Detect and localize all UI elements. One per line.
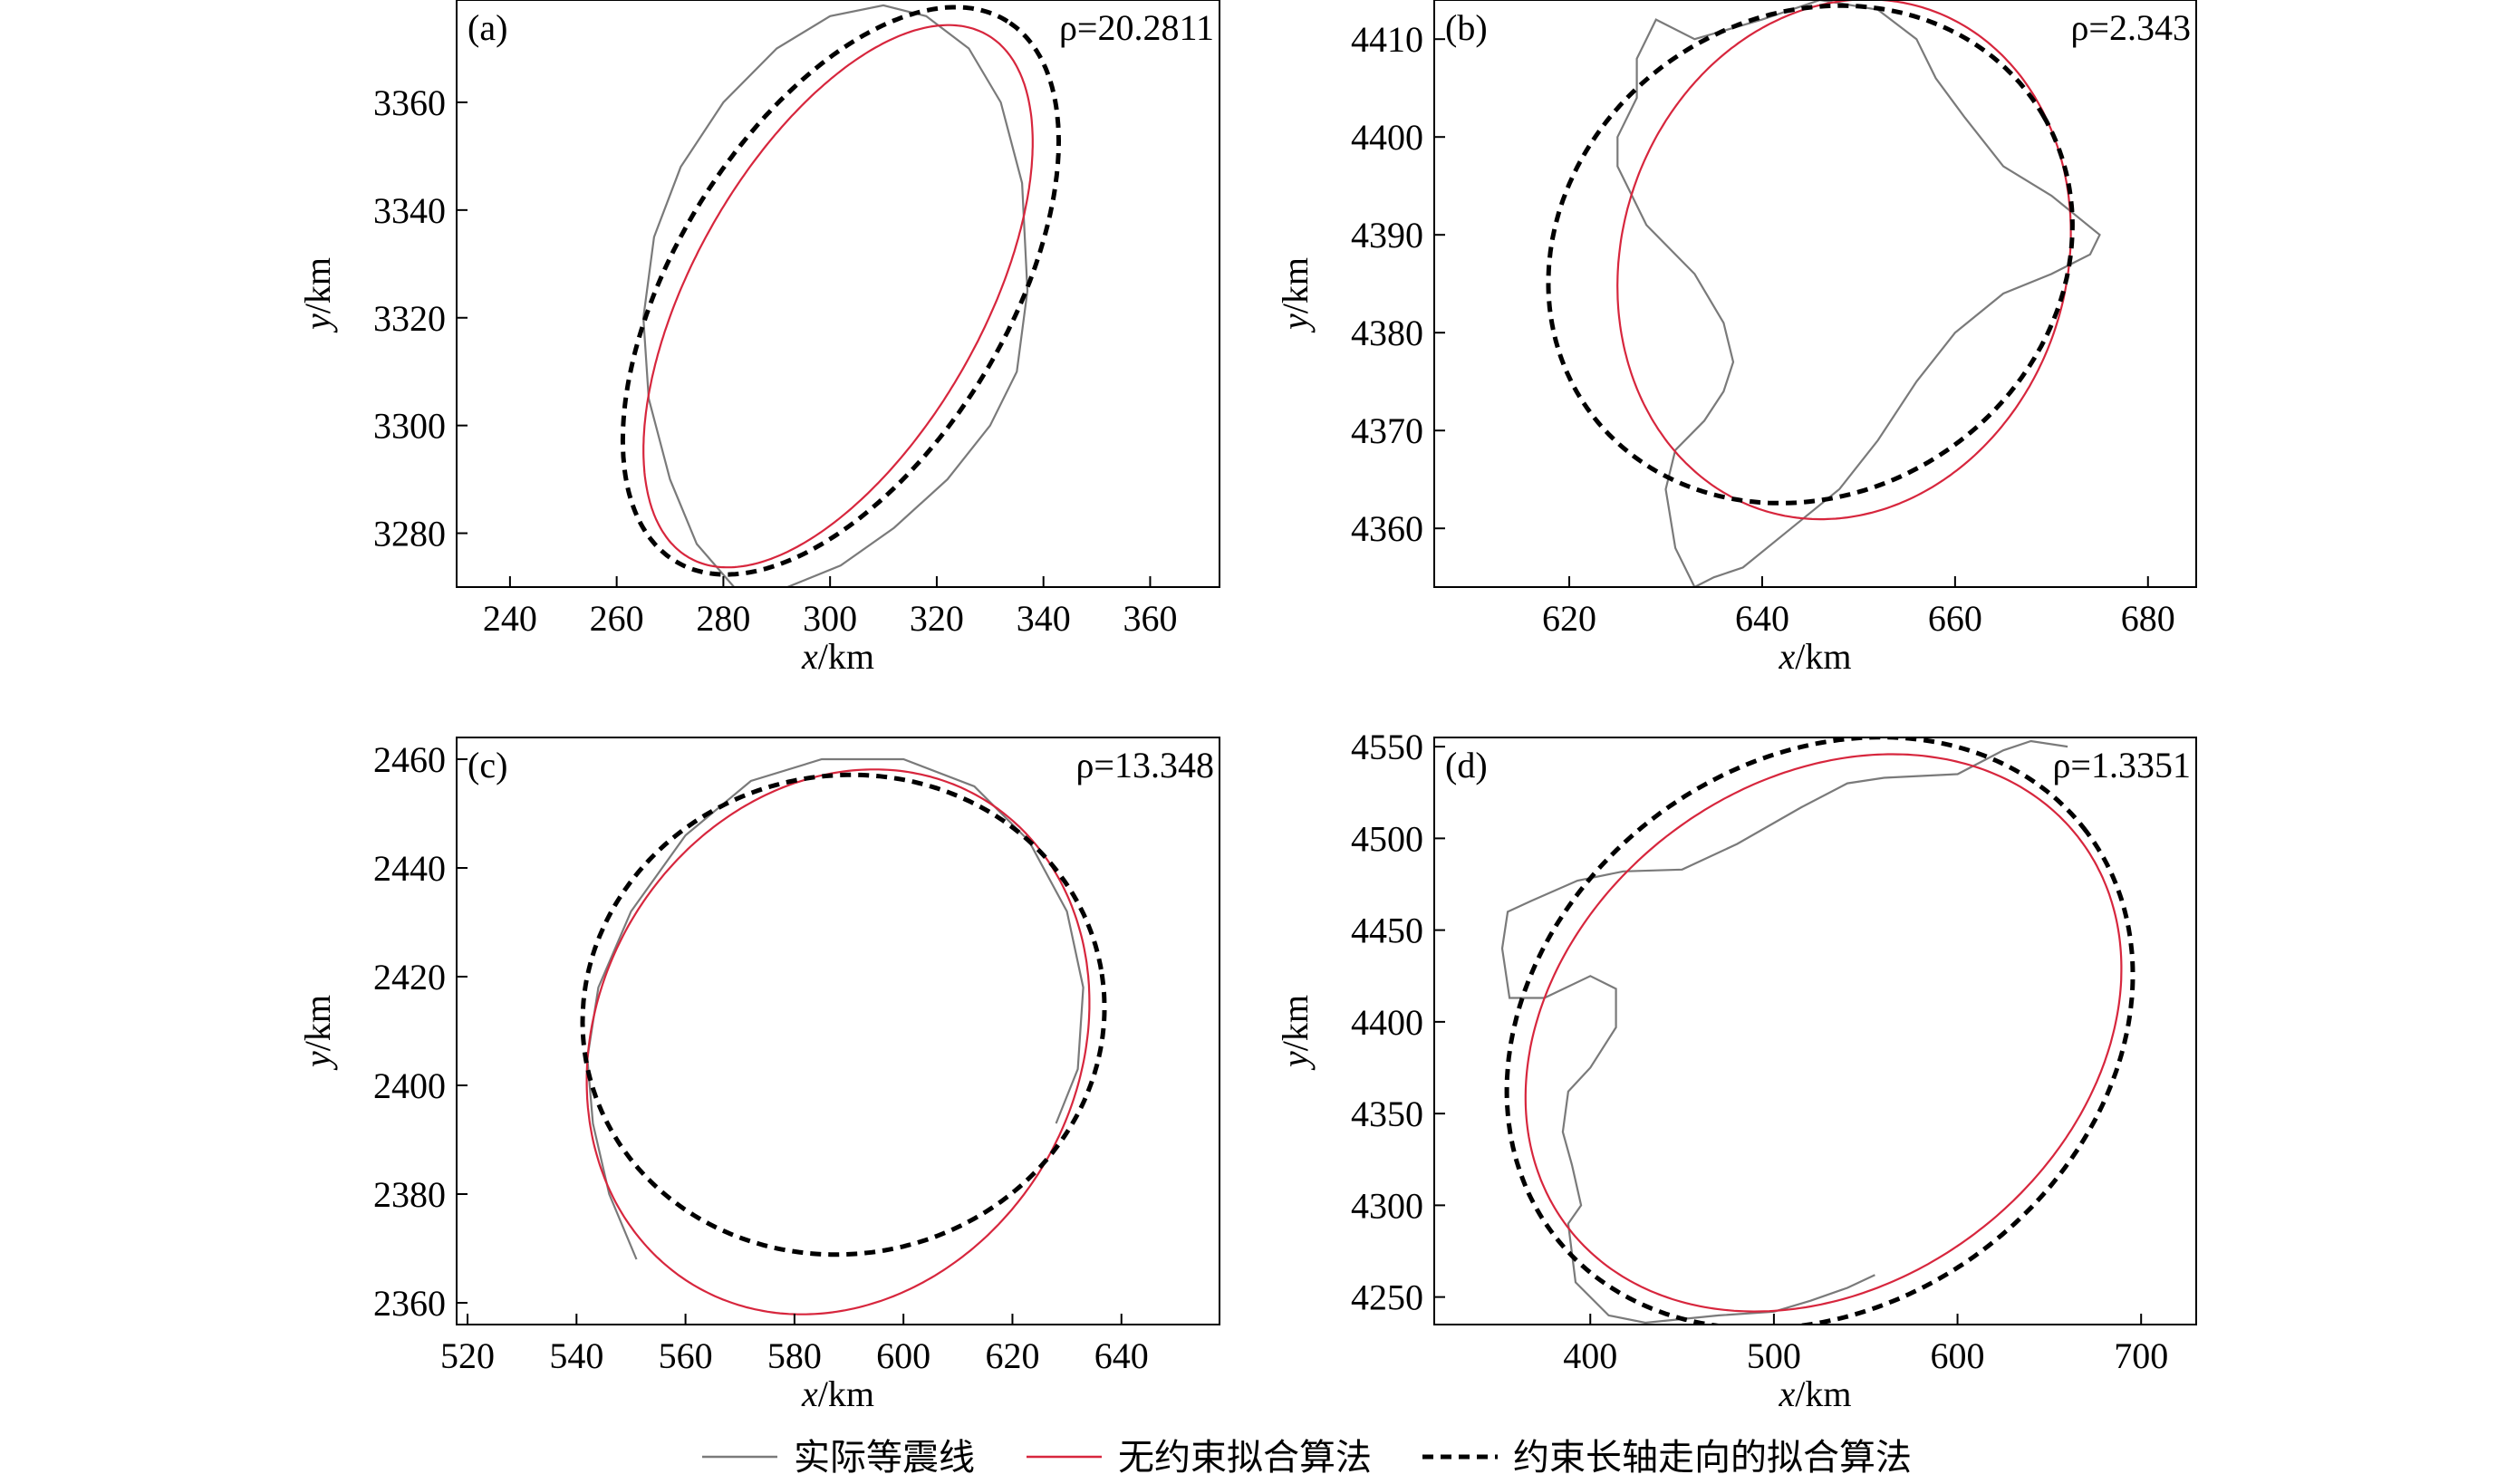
- y-tick-label: 4300: [1351, 1185, 1423, 1226]
- series-actual: [641, 4, 1029, 587]
- plot-frame: [1433, 0, 2197, 588]
- y-tick-label: 4400: [1351, 1002, 1423, 1043]
- x-tick-label: 260: [590, 598, 644, 639]
- y-tick-label: 4380: [1351, 313, 1423, 353]
- x-tick-label: 680: [2121, 598, 2175, 639]
- x-tick-label: 340: [1017, 598, 1071, 639]
- x-tick-label: 620: [985, 1335, 1039, 1376]
- x-tick-label: 700: [2114, 1335, 2168, 1376]
- legend-actual-label: 实际等震线: [794, 1437, 975, 1479]
- panel-label: (c): [468, 745, 507, 785]
- y-tick-label: 2400: [373, 1065, 446, 1106]
- plot-area: [620, 4, 1062, 587]
- y-tick-label: 4550: [1351, 727, 1423, 767]
- x-tick-label: 640: [1094, 1335, 1149, 1376]
- x-tick-label: 520: [440, 1335, 495, 1376]
- y-tick-label: 2460: [373, 739, 446, 780]
- x-tick-label: 640: [1735, 598, 1789, 639]
- plot-frame: [1433, 737, 2197, 1325]
- plot-area: [1546, 0, 2101, 587]
- y-tick-label: 4370: [1351, 410, 1423, 451]
- y-tick-label: 4400: [1351, 117, 1423, 158]
- legend: 实际等震线 无约束拟合算法 约束长轴走向的拟合算法: [702, 1437, 1912, 1479]
- y-tick-label: 4450: [1351, 911, 1423, 951]
- panel-label: (d): [1445, 745, 1488, 785]
- y-tick-label: 4500: [1351, 818, 1423, 859]
- y-tick-label: 3320: [373, 298, 446, 339]
- x-tick-label: 540: [549, 1335, 603, 1376]
- y-tick-label: 4250: [1351, 1277, 1423, 1318]
- series-actual: [1500, 739, 2068, 1325]
- panel-label: (a): [468, 7, 507, 48]
- legend-unconstrained-label: 无约束拟合算法: [1118, 1437, 1372, 1479]
- y-tick-label: 4350: [1351, 1094, 1423, 1134]
- x-axis-label: x/km: [1779, 1373, 1852, 1414]
- y-axis-label: y/km: [1275, 995, 1316, 1071]
- series-unconstrained: [642, 24, 1034, 569]
- y-tick-label: 3360: [373, 82, 446, 123]
- x-axis-label: x/km: [801, 636, 874, 677]
- x-tick-label: 580: [767, 1335, 822, 1376]
- series-actual: [1616, 0, 2101, 587]
- series-constrained: [1546, 3, 2075, 506]
- x-tick-label: 660: [1928, 598, 1982, 639]
- x-axis-label: x/km: [1779, 636, 1852, 677]
- plot-frame: [456, 737, 1220, 1325]
- y-tick-label: 4360: [1351, 508, 1423, 549]
- panel-label: (b): [1445, 7, 1488, 48]
- y-axis-label: y/km: [1275, 257, 1316, 333]
- y-tick-label: 3340: [373, 190, 446, 231]
- y-axis-label: y/km: [297, 257, 338, 333]
- y-tick-label: 3300: [373, 406, 446, 447]
- series-constrained: [1504, 737, 2135, 1325]
- series-constrained: [620, 5, 1062, 577]
- series-unconstrained: [1524, 753, 2123, 1313]
- y-tick-label: 4410: [1351, 19, 1423, 60]
- series-actual: [586, 757, 1085, 1260]
- x-tick-label: 620: [1542, 598, 1596, 639]
- rho-label: ρ=20.2811: [1059, 7, 1214, 48]
- plot-frame: [456, 0, 1220, 588]
- y-tick-label: 2360: [373, 1283, 446, 1324]
- y-tick-label: 2380: [373, 1174, 446, 1215]
- y-tick-label: 3280: [373, 514, 446, 554]
- x-tick-label: 360: [1123, 598, 1177, 639]
- y-tick-label: 2420: [373, 957, 446, 997]
- series-unconstrained: [1616, 0, 2072, 521]
- x-tick-label: 320: [910, 598, 964, 639]
- x-tick-label: 240: [483, 598, 537, 639]
- series-constrained: [580, 772, 1107, 1258]
- y-tick-label: 4390: [1351, 215, 1423, 255]
- x-tick-label: 300: [803, 598, 857, 639]
- x-axis-label: x/km: [801, 1373, 874, 1414]
- plot-area: [1500, 737, 2135, 1325]
- x-tick-label: 600: [876, 1335, 930, 1376]
- x-tick-label: 500: [1747, 1335, 1801, 1376]
- y-tick-label: 2440: [373, 848, 446, 889]
- rho-label: ρ=2.343: [2070, 7, 2191, 48]
- rho-label: ρ=1.3351: [2052, 745, 2191, 785]
- y-axis-label: y/km: [297, 995, 338, 1071]
- legend-constrained-label: 约束长轴走向的拟合算法: [1513, 1437, 1912, 1479]
- panel-4: 400 500 600 700 4250 4300 4350 4400 4450 4500 4550…: [1275, 727, 2197, 1414]
- x-tick-label: 560: [659, 1335, 713, 1376]
- x-tick-label: 600: [1931, 1335, 1985, 1376]
- plot-area: [580, 757, 1107, 1315]
- panel-1: 240 260 280 300 320 340 360 3280 3300 3320 3340 336…: [297, 0, 1220, 677]
- x-tick-label: 280: [696, 598, 750, 639]
- panel-3: 520 540 560 580 600 620 640 2360 2380 2400 2420 244…: [297, 737, 1220, 1414]
- x-tick-label: 400: [1563, 1335, 1617, 1376]
- panel-2: 620 640 660 680 4360 4370 4380 4390 4400 4410 x/km…: [1275, 0, 2197, 677]
- rho-label: ρ=13.348: [1075, 745, 1214, 785]
- series-unconstrained: [585, 768, 1091, 1315]
